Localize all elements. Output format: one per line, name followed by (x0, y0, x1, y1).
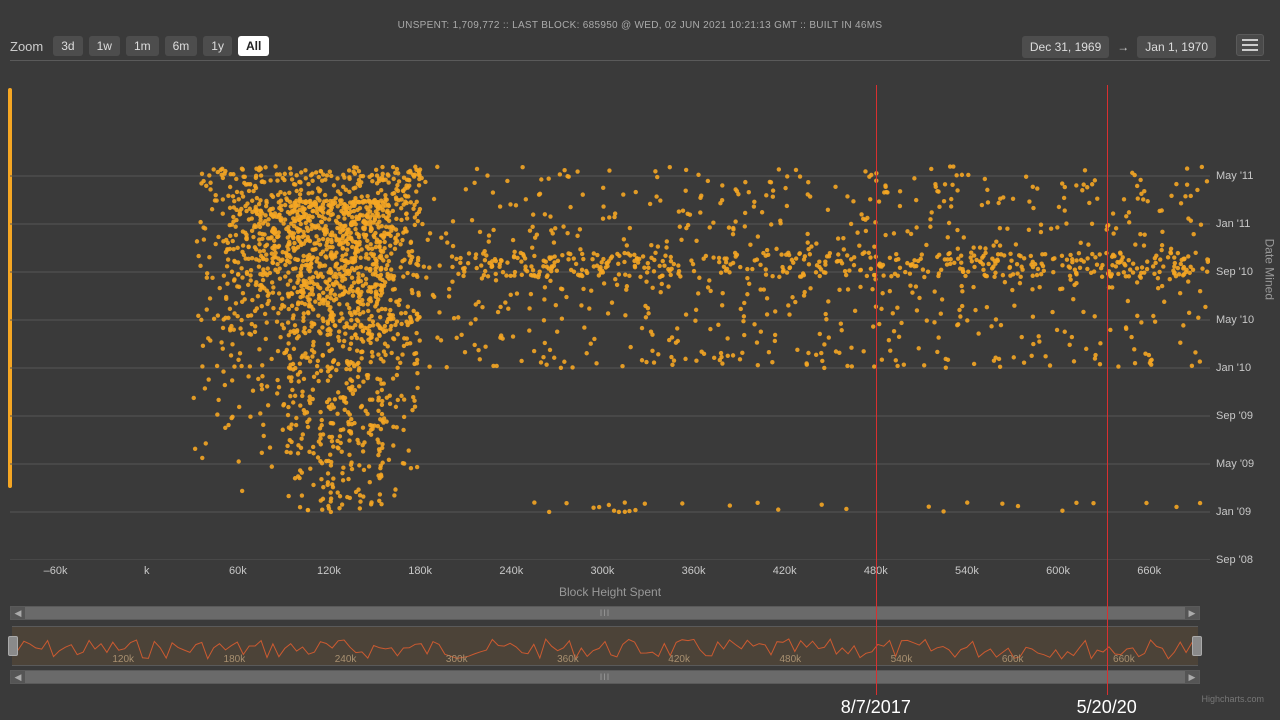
h-scrollbar-upper[interactable]: ◀ III ▶ (10, 606, 1200, 620)
marker-label: 5/20/20 (1077, 697, 1137, 718)
marker-label: 8/7/2017 (841, 697, 911, 718)
zoom-label: Zoom (10, 39, 43, 54)
status-line: UNSPENT: 1,709,772 :: LAST BLOCK: 685950… (0, 20, 1280, 31)
scroll-left-icon[interactable]: ◀ (11, 671, 25, 683)
arrow-right-icon: → (1117, 40, 1129, 54)
date-range: Dec 31, 1969 → Jan 1, 1970 (1022, 36, 1216, 58)
navigator-handle-right[interactable] (1192, 636, 1202, 656)
h-scrollbar-lower[interactable]: ◀ III ▶ (10, 670, 1200, 684)
scroll-right-icon[interactable]: ▶ (1185, 671, 1199, 683)
zoom-3d[interactable]: 3d (53, 36, 82, 56)
zoom-1m[interactable]: 1m (126, 36, 159, 56)
zoom-All[interactable]: All (238, 36, 269, 56)
date-from[interactable]: Dec 31, 1969 (1022, 36, 1109, 58)
x-axis-title: Block Height Spent (10, 585, 1210, 599)
chart-frame: UNSPENT: 1,709,772 :: LAST BLOCK: 685950… (0, 0, 1280, 720)
y-axis-title: Date Mined (1262, 239, 1276, 300)
navigator-handle-left[interactable] (8, 636, 18, 656)
scatter-plot[interactable] (10, 80, 1210, 560)
scroll-left-icon[interactable]: ◀ (11, 607, 25, 619)
zoom-toolbar: Zoom 3d 1w 1m 6m1y All (10, 36, 269, 56)
scroll-right-icon[interactable]: ▶ (1185, 607, 1199, 619)
zoom-1y[interactable]: 1y (203, 36, 232, 56)
marker-line (876, 85, 877, 695)
zoom-6m[interactable]: 6m (165, 36, 198, 56)
credits: Highcharts.com (1201, 694, 1264, 704)
divider (10, 60, 1270, 61)
date-to[interactable]: Jan 1, 1970 (1137, 36, 1216, 58)
zoom-1w[interactable]: 1w (89, 36, 120, 56)
hamburger-menu-icon[interactable] (1236, 34, 1264, 56)
marker-line (1107, 85, 1108, 695)
